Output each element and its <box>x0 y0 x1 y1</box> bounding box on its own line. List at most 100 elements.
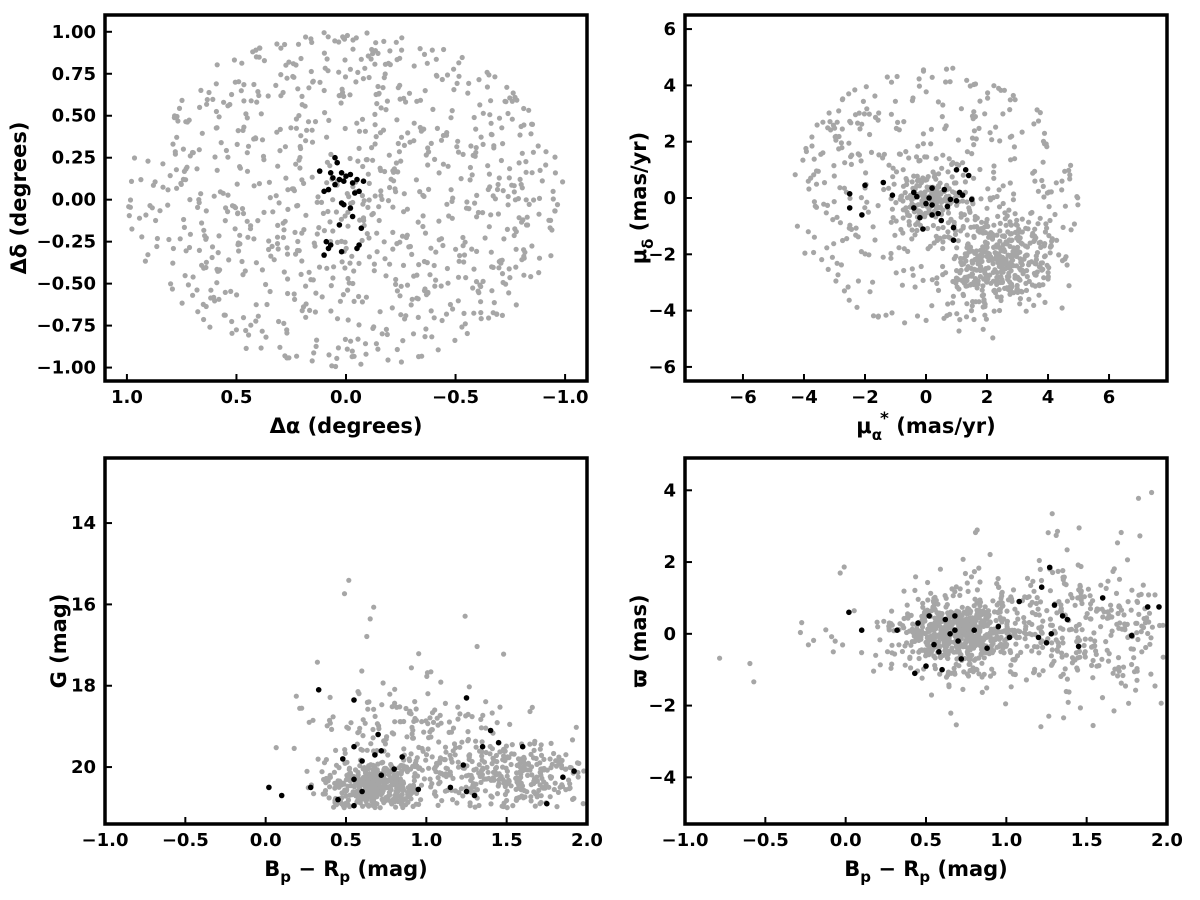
pm-field-star-point <box>937 180 943 186</box>
cmd-field-star-point <box>486 775 492 782</box>
sky-field-star-point <box>248 223 254 229</box>
cmd-field-star-point <box>366 699 372 705</box>
plx-field-star-point <box>974 587 981 593</box>
pm-member-star-point <box>846 205 853 211</box>
sky-field-star-point <box>461 252 468 258</box>
sky-field-stars <box>126 30 566 370</box>
sky-member-star-point <box>330 175 336 181</box>
sky-field-star-point <box>407 139 413 145</box>
sky-field-star-point <box>485 163 491 169</box>
sky-field-star-point <box>489 264 495 270</box>
sky-field-star-point <box>277 344 283 350</box>
sky-field-star-point <box>273 193 279 199</box>
sky-field-star-point <box>495 181 501 188</box>
sky-field-star-point <box>536 270 542 276</box>
cmd-field-star-point <box>547 794 553 800</box>
sky-member-star-point <box>327 170 334 176</box>
sky-field-star-point <box>129 226 135 232</box>
pm-field-star-point <box>920 67 927 73</box>
pm-field-star-point <box>811 199 818 205</box>
sky-member-star-point <box>352 190 358 196</box>
pm-field-star-point <box>923 89 929 95</box>
plx-y-tick-label: −4 <box>648 767 676 788</box>
sky-field-star-point <box>221 99 227 105</box>
pm-field-star-point <box>1011 191 1017 197</box>
plx-field-star-point <box>989 666 995 672</box>
plx-field-star-point <box>937 671 943 677</box>
pm-member-star-point <box>935 210 941 217</box>
sky-field-star-point <box>280 234 286 241</box>
sky-field-star-point <box>404 282 411 288</box>
sky-field-star-point <box>232 226 238 232</box>
pm-field-star-point <box>856 152 863 158</box>
sky-field-star-point <box>478 310 484 316</box>
sky-field-star-point <box>496 115 503 121</box>
pm-field-star-point <box>958 106 965 112</box>
plx-field-star-point <box>1040 618 1046 624</box>
pm-field-star-point <box>1033 253 1039 259</box>
cmd-field-star-point <box>456 790 462 796</box>
cmd-member-star-point <box>351 776 357 783</box>
pm-field-star-point <box>808 175 814 181</box>
sky-field-star-point <box>460 151 466 157</box>
cmd-field-star-point <box>408 751 414 757</box>
cmd-field-star-point <box>427 715 433 721</box>
pm-field-star-point <box>981 299 987 305</box>
plx-field-star-point <box>988 626 994 632</box>
pm-field-star-point <box>960 172 966 178</box>
cmd-field-star-point <box>478 725 484 731</box>
sky-field-star-point <box>190 274 196 280</box>
cmd-field-star-point <box>350 789 356 795</box>
sky-field-star-point <box>536 255 543 261</box>
plx-field-star-point <box>1079 627 1085 633</box>
sky-field-star-point <box>297 143 303 150</box>
sky-field-star-point <box>478 299 484 305</box>
cmd-field-star-point <box>537 801 543 807</box>
sky-field-star-point <box>455 138 461 144</box>
sky-field-star-point <box>274 241 281 247</box>
sky-field-star-point <box>296 248 302 254</box>
sky-field-star-point <box>389 305 395 311</box>
sky-field-star-point <box>338 216 344 222</box>
pm-field-star-point <box>968 308 975 314</box>
cmd-field-star-point <box>534 761 540 768</box>
cmd-field-star-point <box>501 651 507 657</box>
cmd-field-star-point <box>359 747 365 753</box>
pm-field-star-point <box>964 199 970 205</box>
sky-y-tick-label: 0.25 <box>52 148 96 169</box>
cmd-field-star-point <box>371 604 377 610</box>
cmd-field-star-point <box>459 774 465 780</box>
cmd-field-star-point <box>355 730 361 736</box>
sky-field-star-point <box>427 272 433 278</box>
pm-field-star-point <box>825 266 831 272</box>
plx-field-star-point <box>1051 658 1057 664</box>
sky-field-star-point <box>396 149 402 155</box>
cmd-field-star-point <box>338 800 344 807</box>
plx-field-star-point <box>940 629 946 635</box>
plx-field-star-point <box>1088 616 1094 622</box>
sky-field-star-point <box>466 80 472 86</box>
plx-field-star-point <box>1104 615 1110 621</box>
sky-field-star-point <box>387 184 393 191</box>
sky-field-star-point <box>347 92 353 98</box>
pm-field-star-point <box>979 219 985 225</box>
pm-field-star-point <box>916 158 922 164</box>
cmd-field-star-point <box>490 769 497 776</box>
sky-field-star-point <box>239 206 246 212</box>
plx-field-star-point <box>1158 700 1164 706</box>
pm-field-star-point <box>886 185 892 191</box>
pm-field-star-point <box>1031 121 1037 127</box>
plx-field-star-point <box>971 569 978 575</box>
cmd-field-star-point <box>418 782 425 788</box>
cmd-field-star-point <box>531 741 538 747</box>
plx-field-star-point <box>1146 592 1152 598</box>
sky-field-star-point <box>526 107 532 113</box>
sky-field-star-point <box>345 223 351 229</box>
plx-field-star-point <box>943 651 949 657</box>
cmd-x-tick-label: 2.0 <box>571 830 603 851</box>
pm-field-star-point <box>975 228 981 234</box>
sky-field-star-point <box>353 79 359 85</box>
sky-field-star-point <box>516 215 522 221</box>
sky-field-star-point <box>234 181 240 187</box>
plx-field-star-point <box>1048 653 1054 659</box>
